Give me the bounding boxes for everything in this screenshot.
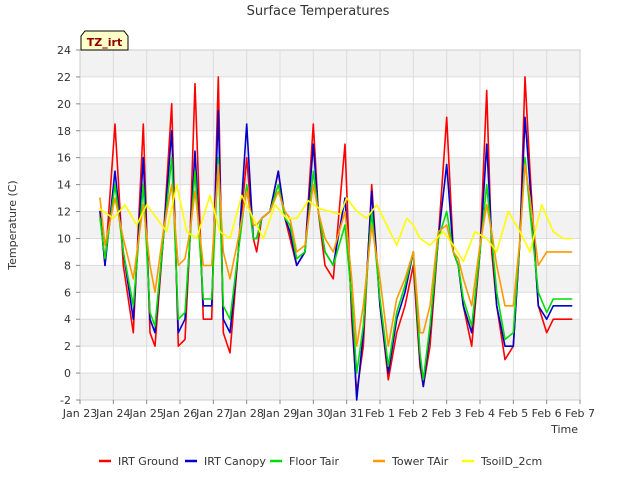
y-tick-label: 10 bbox=[57, 232, 71, 245]
y-tick-label: 6 bbox=[64, 286, 71, 299]
x-tick-label: Feb 5 bbox=[498, 407, 528, 420]
x-tick-label: Jan 29 bbox=[262, 407, 297, 420]
legend: IRT Ground IRT Canopy Floor Tair Tower TAir… bbox=[99, 455, 542, 468]
y-tick-label: 4 bbox=[64, 313, 71, 326]
y-tick-label: 20 bbox=[57, 98, 71, 111]
y-tick-label: 22 bbox=[57, 71, 71, 84]
chart-title: Surface Temperatures bbox=[247, 4, 390, 19]
y-tick-label: 14 bbox=[57, 179, 71, 192]
data-series bbox=[99, 76, 573, 401]
series-line-tsoild-2cm bbox=[99, 183, 573, 263]
plot-band bbox=[80, 346, 580, 374]
plot-band bbox=[80, 103, 580, 131]
series-line-floor-tair bbox=[99, 156, 573, 381]
x-tick-label: Jan 26 bbox=[162, 407, 197, 420]
y-tick-label: -2 bbox=[60, 394, 71, 407]
series-line-tower-tair bbox=[99, 163, 573, 348]
y-tick-label: 18 bbox=[57, 125, 71, 138]
plot-band bbox=[80, 50, 580, 77]
plot-band bbox=[80, 130, 580, 158]
x-tick-label: Feb 2 bbox=[398, 407, 428, 420]
legend-label: IRT Ground bbox=[118, 455, 179, 468]
x-tick-label: Jan 31 bbox=[328, 407, 363, 420]
y-tick-label: 12 bbox=[57, 206, 71, 219]
site-badge: TZ_irt bbox=[80, 30, 129, 51]
x-axis-label: Time bbox=[550, 423, 578, 436]
y-axis-label: Temperature (C) bbox=[6, 180, 19, 270]
x-tick-label: Feb 7 bbox=[565, 407, 595, 420]
plot-band bbox=[80, 373, 580, 400]
plot-band bbox=[80, 184, 580, 212]
plot-band bbox=[80, 319, 580, 347]
x-tick-label: Jan 25 bbox=[128, 407, 163, 420]
x-tick-label: Jan 30 bbox=[295, 407, 330, 420]
legend-label: TsoilD_2cm bbox=[480, 455, 542, 468]
plot-band bbox=[80, 157, 580, 185]
x-tick-label: Feb 3 bbox=[432, 407, 462, 420]
x-tick-label: Feb 4 bbox=[465, 407, 495, 420]
x-tick-label: Jan 23 bbox=[62, 407, 97, 420]
legend-label: IRT Canopy bbox=[204, 455, 266, 468]
x-tick-label: Feb 1 bbox=[365, 407, 395, 420]
y-tick-label: 8 bbox=[64, 259, 71, 272]
y-tick-label: 2 bbox=[64, 340, 71, 353]
plot-band bbox=[80, 76, 580, 104]
x-tick-label: Jan 28 bbox=[228, 407, 263, 420]
site-badge-label: TZ_irt bbox=[87, 36, 122, 49]
y-tick-label: 16 bbox=[57, 152, 71, 165]
y-tick-label: 0 bbox=[64, 367, 71, 380]
site-badge-box bbox=[80, 30, 129, 51]
y-tick-label: 24 bbox=[57, 44, 71, 57]
plot-frame bbox=[79, 49, 581, 401]
x-tick-label: Jan 27 bbox=[195, 407, 230, 420]
legend-label: Tower TAir bbox=[391, 455, 449, 468]
x-tick-label: Jan 24 bbox=[95, 407, 130, 420]
x-tick-label: Feb 6 bbox=[532, 407, 562, 420]
legend-label: Floor Tair bbox=[289, 455, 340, 468]
